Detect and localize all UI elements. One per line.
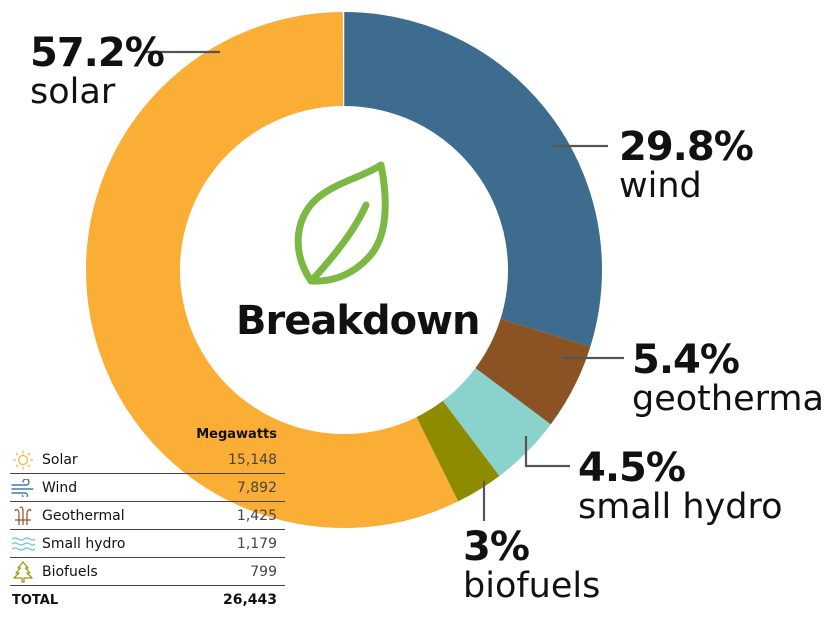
legend-label: Biofuels <box>42 563 98 580</box>
legend-value: 15,148 <box>228 451 277 468</box>
label-small-hydro-name: small hydro <box>578 487 783 527</box>
waves-icon <box>10 534 36 554</box>
label-geothermal-pct: 5.4% <box>632 337 740 383</box>
center-title: Breakdown <box>236 298 480 344</box>
legend-header: Megawatts <box>196 427 277 442</box>
legend-table: Megawatts Solar 15,148 Wind 7,892 <box>10 424 285 614</box>
legend-label: Wind <box>42 479 78 496</box>
legend-total-value: 26,443 <box>222 592 277 608</box>
legend-value: 7,892 <box>236 479 277 496</box>
leader-small-hydro <box>524 436 570 468</box>
legend-value: 799 <box>250 563 277 580</box>
legend-label: Geothermal <box>42 507 125 524</box>
label-small-hydro-pct: 4.5% <box>578 445 686 491</box>
tree-icon <box>10 560 36 583</box>
label-wind: 29.8% wind <box>619 124 754 206</box>
label-wind-name: wind <box>619 166 702 206</box>
label-biofuels: 3% biofuels <box>463 527 600 604</box>
legend-label: Small hydro <box>42 535 126 552</box>
legend-row-wind: Wind 7,892 <box>10 474 285 502</box>
legend-value: 1,425 <box>236 507 277 524</box>
wind-icon <box>10 478 36 498</box>
legend-total-label: TOTAL <box>12 592 59 608</box>
label-solar-pct: 57.2% <box>30 30 165 76</box>
legend-label: Solar <box>42 451 78 468</box>
label-geothermal: 5.4% geothermal <box>632 340 826 417</box>
label-small-hydro: 4.5% small hydro <box>578 448 783 525</box>
legend-row-geothermal: Geothermal 1,425 <box>10 502 285 530</box>
label-biofuels-name: biofuels <box>463 566 601 606</box>
legend-value: 1,179 <box>236 535 277 552</box>
label-solar-name: solar <box>30 72 116 112</box>
legend-row-small-hydro: Small hydro 1,179 <box>10 530 285 558</box>
legend-row-solar: Solar 15,148 <box>10 446 285 474</box>
geothermal-icon <box>10 505 36 526</box>
legend-row-biofuels: Biofuels 799 <box>10 558 285 586</box>
segment-solar <box>86 12 602 528</box>
label-wind-pct: 29.8% <box>619 124 754 170</box>
label-geothermal-name: geothermal <box>632 379 826 419</box>
label-biofuels-pct: 3% <box>463 524 530 570</box>
sun-icon <box>10 450 36 470</box>
leaf-icon <box>294 161 389 285</box>
label-solar: 57.2% solar <box>30 30 165 112</box>
legend-total-row: TOTAL 26,443 <box>10 586 285 614</box>
